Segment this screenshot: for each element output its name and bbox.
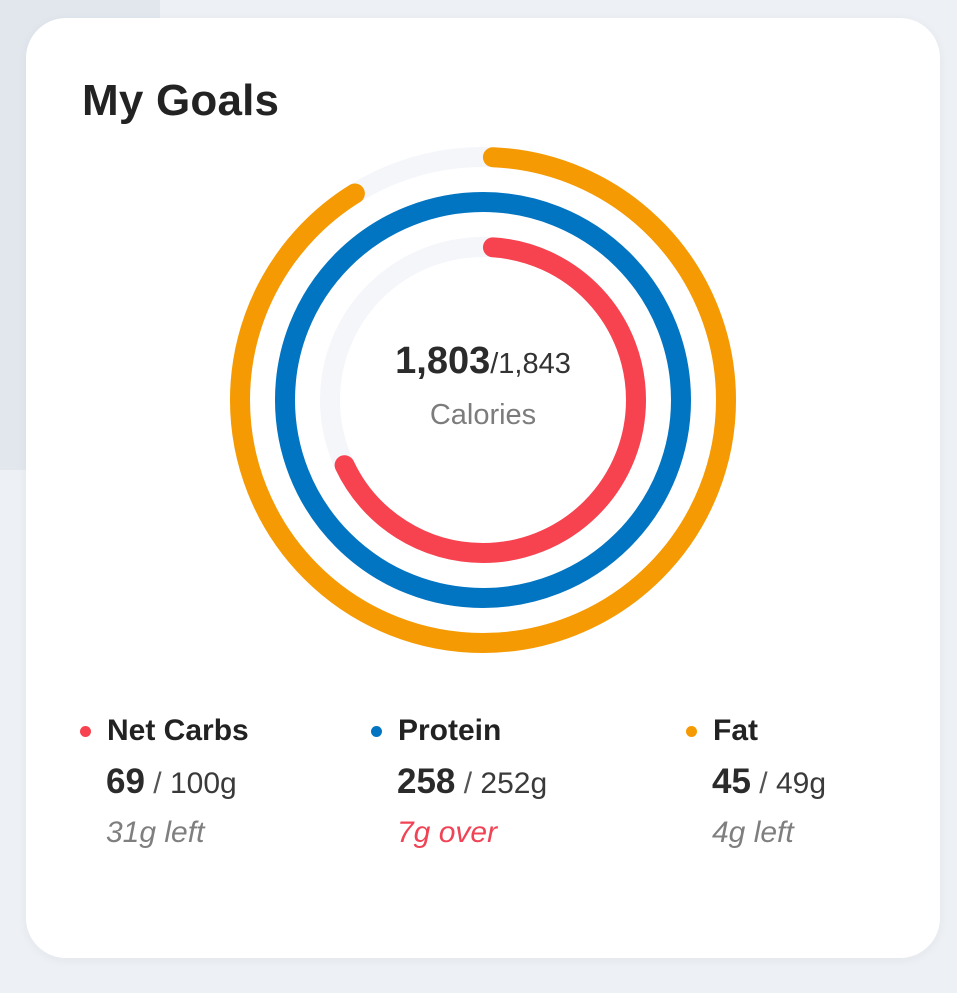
protein-ring-progress	[275, 192, 691, 608]
calories-goal: /1,843	[490, 348, 571, 380]
macro-protein-goal: 252g	[480, 767, 548, 800]
macro-net-carbs-status: 31g left	[106, 816, 205, 849]
fat-dot-icon	[686, 725, 697, 737]
net-carbs-dot-icon	[80, 725, 91, 737]
calories-summary: 1,803/1,843 Calories	[383, 340, 583, 432]
net-carbs-ring-progress	[320, 237, 646, 563]
macro-net-carbs-name: Net Carbs	[107, 714, 249, 747]
macro-net-carbs-separator: /	[144, 767, 170, 800]
macro-net-carbs-header: Net Carbs	[80, 714, 249, 748]
calories-current: 1,803	[395, 340, 491, 382]
calories-label: Calories	[429, 399, 537, 431]
macro-fat-separator: /	[750, 767, 776, 800]
goals-card: My Goals 1,803/1,843 Calories Net Carbs …	[26, 18, 940, 958]
calories-line: 1,803/1,843	[383, 340, 583, 383]
macro-protein-name: Protein	[398, 714, 502, 747]
macro-fat-goal: 49g	[775, 767, 827, 800]
macro-fat-status: 4g left	[712, 816, 794, 849]
macro-fat-header: Fat	[686, 714, 826, 748]
protein-dot-icon	[371, 725, 382, 737]
macro-net-carbs-values: 69 / 100g	[106, 762, 249, 802]
fat-ring-progress	[230, 147, 736, 653]
macro-fat: Fat 45 / 49g 4g left	[686, 714, 826, 850]
macro-net-carbs: Net Carbs 69 / 100g 31g left	[80, 714, 249, 850]
macro-protein-status: 7g over	[397, 816, 498, 849]
macro-protein-separator: /	[455, 767, 481, 800]
macro-protein: Protein 258 / 252g 7g over	[371, 714, 547, 850]
macro-fat-name: Fat	[713, 714, 758, 747]
macro-protein-header: Protein	[371, 714, 547, 748]
macro-rings-chart	[230, 147, 736, 653]
macro-net-carbs-goal: 100g	[169, 767, 237, 800]
macro-protein-values: 258 / 252g	[397, 762, 547, 802]
macro-fat-current: 45	[712, 762, 751, 801]
macro-protein-current: 258	[397, 762, 456, 801]
macro-net-carbs-current: 69	[106, 762, 145, 801]
macro-fat-values: 45 / 49g	[712, 762, 826, 802]
card-title: My Goals	[82, 76, 280, 125]
